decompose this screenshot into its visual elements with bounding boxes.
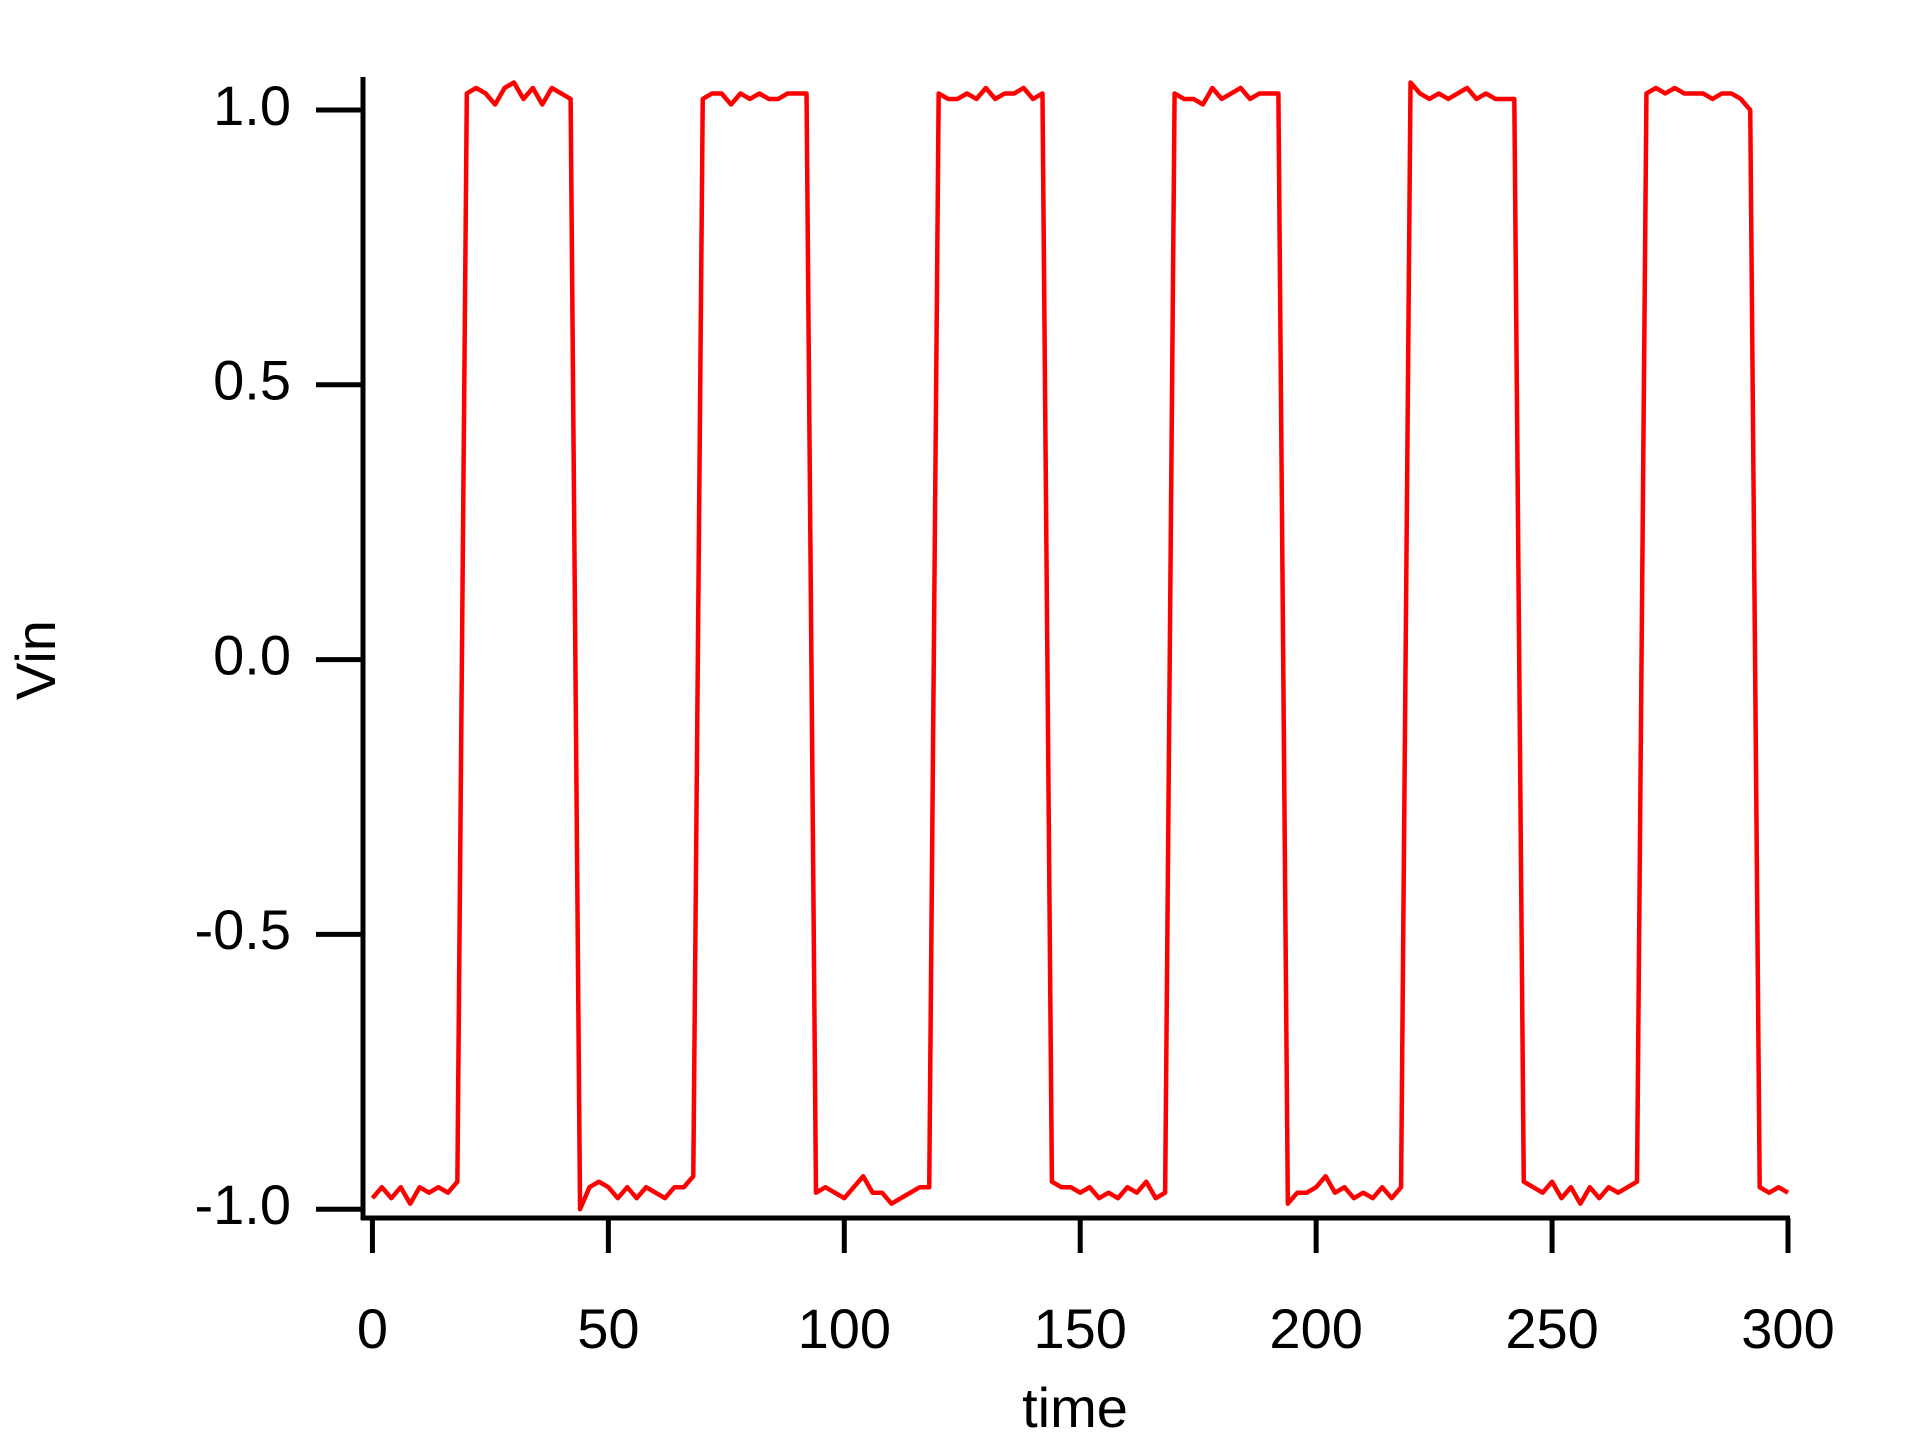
y-axis-label: Vin bbox=[4, 620, 67, 700]
x-tick-label: 0 bbox=[357, 1297, 388, 1360]
y-tick-label: 0.0 bbox=[213, 623, 291, 686]
x-tick-label: 200 bbox=[1269, 1297, 1362, 1360]
y-tick-label: 0.5 bbox=[213, 349, 291, 412]
x-tick-label: 100 bbox=[798, 1297, 891, 1360]
y-tick-label: -0.5 bbox=[195, 898, 292, 961]
data-line bbox=[370, 80, 1790, 1212]
y-tick-label: 1.0 bbox=[213, 74, 291, 137]
x-tick-label: 50 bbox=[577, 1297, 639, 1360]
x-tick-label: 150 bbox=[1033, 1297, 1126, 1360]
x-tick-label: 300 bbox=[1741, 1297, 1834, 1360]
x-tick-label: 250 bbox=[1505, 1297, 1598, 1360]
x-axis-label: time bbox=[1022, 1376, 1128, 1439]
y-tick-label: -1.0 bbox=[195, 1173, 292, 1236]
